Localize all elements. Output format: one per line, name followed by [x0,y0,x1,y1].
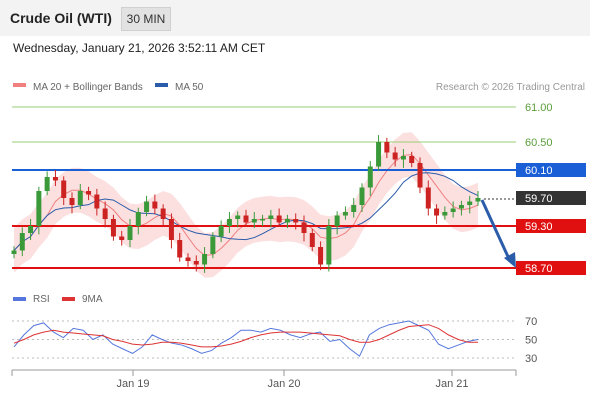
candle-body [367,166,373,188]
candle-body [326,226,332,265]
x-tick-label: Jan 19 [116,378,149,390]
level-label-61.00: 61.00 [525,102,553,114]
credit-text: Research © 2026 Trading Central [436,82,585,93]
rsi-gridlines: 70 50 30 [12,316,537,365]
candle-body [102,208,108,219]
candle-body [144,201,150,212]
rsi-lines [13,320,479,357]
candle-body [77,191,83,205]
candle-body [359,187,365,205]
candle-body [334,215,340,226]
ma50-legend-label: MA 50 [175,82,204,93]
candle-body [442,212,448,216]
candle-body [61,180,67,198]
candle-body [210,236,216,254]
candle-body [193,261,199,265]
level-label-59.70: 59.70 [525,193,553,205]
ma50-polyline [13,172,479,251]
rsi-ma-legend-label: 9MA [82,294,103,305]
candle-body [392,152,398,160]
candle-body [301,222,307,233]
candle-body [425,187,431,209]
candle-body [160,208,166,219]
price-levels [12,106,516,269]
level-tag-58.70 [516,261,586,275]
level-label-59.30: 59.30 [525,221,553,233]
level-tag-59.30 [516,219,586,233]
candle-body [243,215,249,223]
rsi-ma-legend-swatch [62,297,75,301]
candle-body [127,226,133,240]
projection-arrow-head [504,252,516,268]
timeframe-button[interactable]: 30 MIN [121,7,171,31]
rsi-ma-polyline [13,324,478,348]
candle-body [94,194,100,209]
candle-body [293,219,299,223]
candle-body [177,240,183,258]
x-tick-label: Jan 21 [435,378,468,390]
candle-body [467,201,473,205]
x-tick-label: Jan 20 [267,378,300,390]
level-label-58.70: 58.70 [525,263,553,275]
price-level-labels: 61.00 60.50 60.10 59.70 59.30 58.70 [516,102,586,275]
rsi-legend-swatch [13,297,26,301]
candle-body [86,191,92,195]
rsi-polyline [13,320,479,357]
chart-datetime: Wednesday, January 21, 2026 3:52:11 AM C… [13,41,266,55]
candle-body [218,226,224,237]
candle-body [260,219,266,221]
candle-body [400,156,406,160]
candle-body [458,205,464,209]
x-axis-ticks: Jan 19 Jan 20 Jan 21 [116,370,469,390]
candle-body [110,219,116,237]
candlesticks [11,135,481,273]
level-tag-60.10 [516,163,586,177]
candle-body [342,212,348,216]
candle-body [226,219,232,226]
instrument-title: Crude Oil (WTI) [10,10,112,26]
candle-body [168,219,174,240]
ma20-legend-swatch [13,83,26,87]
ma50-line [13,172,479,251]
rsi-legend-label: RSI [33,294,50,305]
level-label-60.50: 60.50 [525,137,553,149]
candle-body [135,212,141,226]
projection-arrow-line [480,199,512,262]
candle-body [409,156,415,163]
candle-body [185,257,191,261]
candle-body [28,226,34,233]
candle-body [384,142,390,153]
candle-body [276,215,282,223]
candle-body [235,215,241,219]
candle-body [376,142,382,167]
candle-body [202,254,208,265]
candle-body [119,236,125,240]
candle-body [11,250,17,254]
candle-body [450,208,456,212]
rsi-tick-50: 50 [525,335,537,347]
rsi-tick-30: 30 [525,353,537,365]
candle-body [351,205,357,212]
header-bar: Crude Oil (WTI) 30 MIN [0,0,590,36]
candle-body [309,233,315,247]
candle-body [36,191,42,226]
candle-body [19,233,25,251]
candle-body [417,163,423,188]
rsi-tick-70: 70 [525,316,537,328]
level-label-60.10: 60.10 [525,165,553,177]
candle-body [152,201,158,209]
candle-body [475,198,481,202]
candle-body [251,219,257,223]
candle-body [318,247,324,265]
candle-body [52,177,58,181]
ma50-legend-swatch [155,83,168,87]
candle-body [69,198,75,205]
level-tag-59.70 [516,191,586,205]
ma20-legend-label: MA 20 + Bollinger Bands [33,82,143,93]
candle-body [44,177,50,191]
candle-body [284,219,290,223]
candle-body [268,215,274,219]
candle-body [434,208,440,216]
